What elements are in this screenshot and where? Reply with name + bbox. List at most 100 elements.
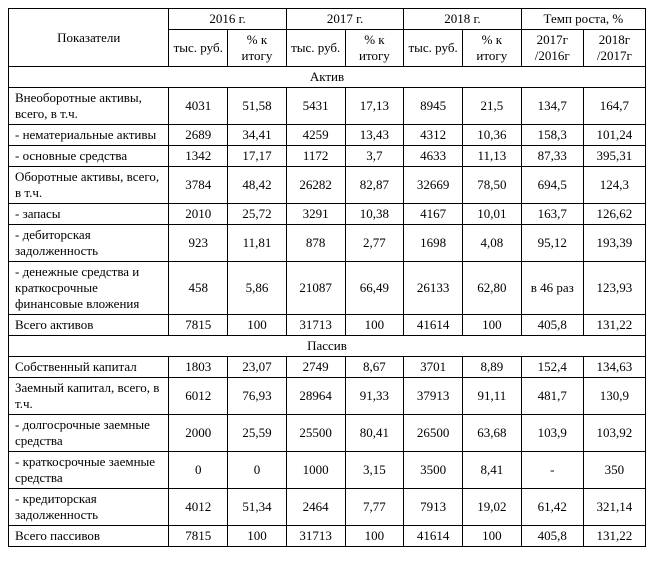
cell-g2: 164,7	[583, 88, 645, 125]
col-growth: Темп роста, %	[521, 9, 645, 30]
row-label: - кредиторская задолженность	[9, 489, 169, 526]
table-row: - основные средства134217,1711723,746331…	[9, 146, 646, 167]
cell-p17: 17,13	[345, 88, 404, 125]
cell-v18: 41614	[404, 526, 463, 547]
table-row: - денежные средства и краткосрочные фина…	[9, 262, 646, 315]
row-label: - основные средства	[9, 146, 169, 167]
cell-g1: 87,33	[521, 146, 583, 167]
cell-v18: 4633	[404, 146, 463, 167]
cell-g1: -	[521, 452, 583, 489]
cell-g2: 103,92	[583, 415, 645, 452]
cell-v16: 0	[169, 452, 228, 489]
cell-p17: 91,33	[345, 378, 404, 415]
cell-v16: 2689	[169, 125, 228, 146]
cell-p16: 100	[228, 526, 287, 547]
cell-g2: 395,31	[583, 146, 645, 167]
cell-v17: 878	[286, 225, 345, 262]
row-label: - запасы	[9, 204, 169, 225]
cell-p17: 3,15	[345, 452, 404, 489]
cell-v18: 41614	[404, 315, 463, 336]
cell-p18: 19,02	[462, 489, 521, 526]
cell-v16: 6012	[169, 378, 228, 415]
cell-v16: 1803	[169, 357, 228, 378]
cell-v17: 4259	[286, 125, 345, 146]
cell-g2: 101,24	[583, 125, 645, 146]
col-2018: 2018 г.	[404, 9, 521, 30]
cell-p16: 51,34	[228, 489, 287, 526]
cell-p16: 76,93	[228, 378, 287, 415]
cell-p18: 91,11	[462, 378, 521, 415]
row-label: Собственный капитал	[9, 357, 169, 378]
cell-v18: 26133	[404, 262, 463, 315]
cell-v16: 3784	[169, 167, 228, 204]
row-label: - денежные средства и краткосрочные фина…	[9, 262, 169, 315]
table-header: Показатели 2016 г. 2017 г. 2018 г. Темп …	[9, 9, 646, 67]
cell-p17: 80,41	[345, 415, 404, 452]
cell-v17: 1172	[286, 146, 345, 167]
table-row: - нематериальные активы268934,41425913,4…	[9, 125, 646, 146]
section-passiv: Пассив	[9, 336, 646, 357]
table-row: - краткосрочные заемные средства0010003,…	[9, 452, 646, 489]
cell-p18: 62,80	[462, 262, 521, 315]
col-2017-val: тыс. руб.	[286, 30, 345, 67]
cell-g2: 321,14	[583, 489, 645, 526]
cell-v18: 4167	[404, 204, 463, 225]
cell-v17: 2464	[286, 489, 345, 526]
cell-p18: 11,13	[462, 146, 521, 167]
cell-p16: 100	[228, 315, 287, 336]
cell-v17: 1000	[286, 452, 345, 489]
cell-v16: 4031	[169, 88, 228, 125]
cell-g2: 130,9	[583, 378, 645, 415]
cell-p18: 21,5	[462, 88, 521, 125]
row-label: - краткосрочные заемные средства	[9, 452, 169, 489]
table-row: - кредиторская задолженность401251,34246…	[9, 489, 646, 526]
cell-p17: 7,77	[345, 489, 404, 526]
cell-p16: 51,58	[228, 88, 287, 125]
col-2016: 2016 г.	[169, 9, 286, 30]
cell-p18: 10,36	[462, 125, 521, 146]
cell-p18: 78,50	[462, 167, 521, 204]
col-growth-1: 2017г /2016г	[521, 30, 583, 67]
cell-v18: 7913	[404, 489, 463, 526]
cell-v17: 31713	[286, 315, 345, 336]
cell-v17: 3291	[286, 204, 345, 225]
balance-table: Показатели 2016 г. 2017 г. 2018 г. Темп …	[8, 8, 646, 547]
table-row: - долгосрочные заемные средства200025,59…	[9, 415, 646, 452]
table-row: - дебиторская задолженность92311,818782,…	[9, 225, 646, 262]
cell-g2: 131,22	[583, 526, 645, 547]
cell-p17: 2,77	[345, 225, 404, 262]
cell-p16: 25,59	[228, 415, 287, 452]
cell-p18: 100	[462, 526, 521, 547]
col-2016-pct: % к итогу	[228, 30, 287, 67]
row-label: - дебиторская задолженность	[9, 225, 169, 262]
cell-v18: 8945	[404, 88, 463, 125]
cell-p18: 8,41	[462, 452, 521, 489]
table-row: Заемный капитал, всего, в т.ч.601276,932…	[9, 378, 646, 415]
cell-g1: 152,4	[521, 357, 583, 378]
cell-v16: 458	[169, 262, 228, 315]
cell-v17: 26282	[286, 167, 345, 204]
cell-g2: 193,39	[583, 225, 645, 262]
cell-g1: 95,12	[521, 225, 583, 262]
cell-g1: 163,7	[521, 204, 583, 225]
row-label: Всего пассивов	[9, 526, 169, 547]
col-indicators: Показатели	[9, 9, 169, 67]
col-growth-2: 2018г /2017г	[583, 30, 645, 67]
table-row: Всего активов78151003171310041614100405,…	[9, 315, 646, 336]
cell-v18: 37913	[404, 378, 463, 415]
cell-p18: 4,08	[462, 225, 521, 262]
cell-p16: 25,72	[228, 204, 287, 225]
cell-g1: 405,8	[521, 526, 583, 547]
cell-p17: 100	[345, 526, 404, 547]
col-2017: 2017 г.	[286, 9, 403, 30]
cell-g2: 131,22	[583, 315, 645, 336]
cell-p17: 13,43	[345, 125, 404, 146]
cell-p16: 11,81	[228, 225, 287, 262]
cell-p16: 34,41	[228, 125, 287, 146]
row-label: Внеоборотные активы, всего, в т.ч.	[9, 88, 169, 125]
col-2018-val: тыс. руб.	[404, 30, 463, 67]
cell-p18: 8,89	[462, 357, 521, 378]
cell-v17: 25500	[286, 415, 345, 452]
cell-p17: 8,67	[345, 357, 404, 378]
cell-p16: 17,17	[228, 146, 287, 167]
